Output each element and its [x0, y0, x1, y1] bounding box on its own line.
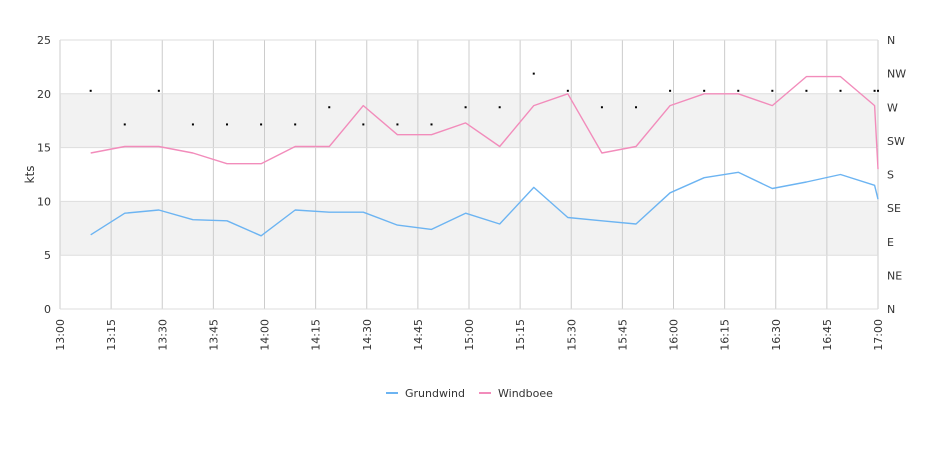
right-axis-label: NE: [887, 269, 902, 282]
direction-point: [600, 106, 603, 109]
direction-point: [123, 123, 126, 126]
x-tick-label: 15:30: [565, 319, 578, 351]
direction-point: [430, 123, 433, 126]
y-tick-label: 5: [44, 249, 51, 262]
series-lines: [90, 75, 879, 237]
x-tick-label: 13:15: [105, 319, 118, 351]
direction-point: [260, 123, 263, 126]
x-tick-label: 16:15: [719, 319, 732, 351]
direction-point: [566, 89, 569, 92]
right-axis-label: SE: [887, 202, 901, 215]
x-tick-label: 14:15: [310, 319, 323, 351]
direction-point: [191, 123, 194, 126]
right-axis-label: N: [887, 303, 895, 316]
right-axis-label: W: [887, 101, 898, 114]
direction-point: [635, 106, 638, 109]
x-tick-label: 16:00: [668, 319, 681, 351]
legend: Grundwind Windboee: [386, 387, 553, 400]
x-tick-label: 14:30: [361, 319, 374, 351]
y-tick-label: 15: [37, 142, 51, 155]
direction-point: [464, 106, 467, 109]
direction-point: [498, 106, 501, 109]
y-tick-label: 10: [37, 195, 51, 208]
x-tick-label: 14:00: [259, 319, 272, 351]
vertical-gridlines: [59, 40, 879, 309]
horizontal-gridlines: [60, 39, 878, 310]
legend-label-0: Grundwind: [405, 387, 465, 400]
y-tick-label: 0: [44, 303, 51, 316]
direction-point: [328, 106, 331, 109]
x-tick-label: 13:45: [207, 319, 220, 351]
x-tick-labels: 13:00 13:15 13:30 13:45 14:00 14:15 14:30 14:45…: [54, 319, 885, 351]
x-tick-label: 15:45: [616, 319, 629, 351]
direction-point: [294, 123, 297, 126]
direction-point: [226, 123, 229, 126]
direction-point: [737, 89, 740, 92]
y-tick-label: 25: [37, 34, 51, 47]
right-axis-label: S: [887, 169, 894, 182]
direction-points: [89, 72, 879, 126]
right-axis-label: N: [887, 34, 895, 47]
right-axis-label: E: [887, 236, 894, 249]
y-tick-labels: 0 5 10 15 20 25: [37, 34, 51, 316]
x-tick-label: 15:15: [514, 319, 527, 351]
x-tick-label: 13:00: [54, 319, 67, 351]
direction-point: [157, 89, 160, 92]
direction-point: [839, 89, 842, 92]
series-line-windboee: [90, 75, 879, 170]
x-tick-label: 13:30: [156, 319, 169, 351]
x-tick-label: 15:00: [463, 319, 476, 351]
right-axis-direction-labels: N NE E SE S SW W NW N: [887, 34, 906, 316]
direction-point: [877, 89, 879, 92]
direction-point: [532, 72, 535, 75]
y-tick-label: 20: [37, 88, 51, 101]
direction-point: [396, 123, 399, 126]
direction-point: [362, 123, 365, 126]
direction-point: [805, 89, 808, 92]
direction-point: [89, 89, 92, 92]
right-axis-label: NW: [887, 68, 906, 81]
x-tick-label: 16:30: [770, 319, 783, 351]
series-line-grundwind: [90, 171, 879, 237]
x-tick-label: 17:00: [872, 319, 885, 351]
x-tick-label: 14:45: [412, 319, 425, 351]
direction-point: [873, 89, 876, 92]
direction-point: [703, 89, 706, 92]
x-tick-label: 16:45: [821, 319, 834, 351]
direction-point: [669, 89, 672, 92]
legend-label-1: Windboee: [498, 387, 553, 400]
direction-point: [771, 89, 774, 92]
right-axis-label: SW: [887, 135, 905, 148]
y-axis-title: kts: [23, 166, 37, 184]
